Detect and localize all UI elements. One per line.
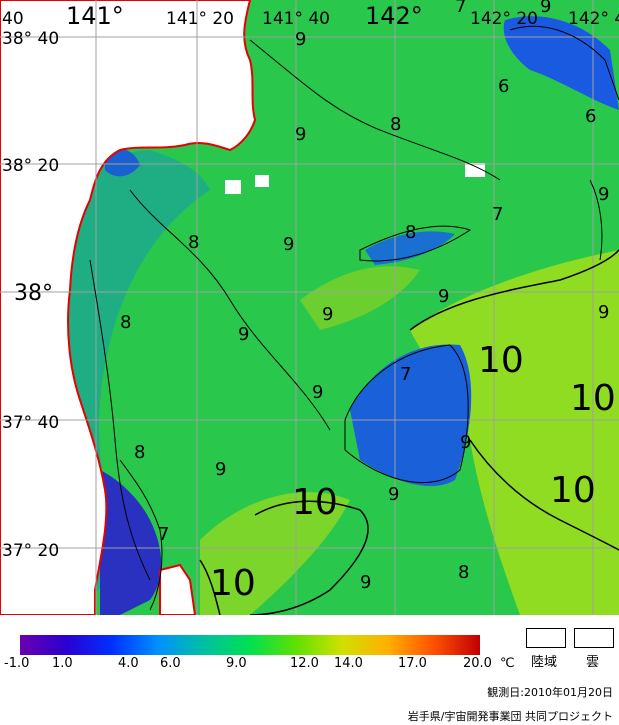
observation-date: 観測日:2010年01月20日 [487,686,613,699]
colorbar-tick-label: 17.0 [398,656,427,671]
warm-water-zone [200,492,350,615]
land-area [159,563,197,615]
contour-label: 9 [322,304,333,325]
cold-water-zone [100,470,162,615]
contour-label: 7 [400,364,411,385]
contour-label: 10 [570,378,616,419]
contour-label: 9 [238,324,249,345]
longitude-label: 142° 4 [568,9,619,29]
cloud-patch [225,180,241,194]
cloud-patch [255,175,269,187]
cloud-legend-label: 雲 [586,655,600,670]
cold-water-zone [503,16,619,110]
temperature-colorbar [20,635,480,655]
latitude-labels: 38° 40 38° 20 38° 37° 40 37° 20 [2,29,59,561]
contour-label: 7 [158,524,169,545]
colorbar-tick-label: 9.0 [226,656,247,671]
contour-label: 9 [283,234,294,255]
longitude-label: 40 [2,9,24,29]
colorbar-tick-label: 1.0 [52,656,73,671]
contour-label: 8 [458,562,469,583]
contour-label: 8 [405,222,416,243]
contour-label: 9 [540,0,551,17]
contour-label: 8 [390,114,401,135]
land-legend-label: 陸域 [531,655,558,670]
contour-label: 8 [134,442,145,463]
contour-label: 7 [455,0,466,17]
latitude-label: 38° [14,281,53,306]
cold-water-zone [350,344,472,487]
cloud-legend-swatch [574,628,614,648]
longitude-label: 141° [66,2,124,30]
contour-label: 10 [292,482,338,523]
contour-label: 9 [438,286,449,307]
contour-label: 7 [492,204,503,225]
contour-label: 9 [360,572,371,593]
land-area [0,0,257,615]
credit-text: 岩手県/宇宙開発事業団 共同プロジェクト [407,710,613,723]
latitude-label: 37° 40 [2,413,59,433]
contour-label: 10 [478,340,524,381]
latitude-label: 37° 20 [2,541,59,561]
longitude-label: 142° 20 [470,9,538,29]
longitude-labels: 40 141° 141° 20 141° 40 142° 142° 20 142° 4 [2,2,619,30]
contour-label: 9 [388,484,399,505]
contour-label: 6 [498,76,509,97]
contour-label: 6 [585,106,596,127]
warm-water-zone [300,266,420,330]
colorbar-tick-label: 6.0 [160,656,181,671]
temperature-unit: ℃ [500,656,515,671]
contour-label: 10 [210,563,256,604]
cloud-patch [465,163,485,177]
legend: -1.0 1.0 4.0 6.0 9.0 12.0 14.0 17.0 20.0 [0,615,619,725]
contour-label: 9 [295,29,306,50]
contour-label: 9 [215,459,226,480]
contour-label: 9 [598,184,609,205]
contour-label: 10 [550,470,596,511]
latitude-label: 38° 20 [2,156,59,176]
colorbar-tick-label: -1.0 [4,656,30,671]
isotherm-contours [89,25,619,615]
contour-label: 9 [295,124,306,145]
longitude-label: 141° 40 [262,9,330,29]
contour-label: 9 [312,382,323,403]
colorbar-tick-label: 14.0 [334,656,363,671]
longitude-label: 142° [365,2,423,30]
colorbar-tick-label: 4.0 [118,656,139,671]
cold-water-zone [365,231,455,265]
contour-labels: 9 7 9 6 9 8 6 9 8 7 9 8 9 9 8 9 7 10 9 10 9 8 9 10 10 9 9 10 7 9 8 [120,0,616,604]
contour-label: 9 [598,302,609,323]
cold-water-zone [105,148,140,177]
contour-label: 8 [188,232,199,253]
lat-lon-grid [0,0,619,615]
colorbar-tick-label: 20.0 [463,656,492,671]
contour-label: 8 [120,312,131,333]
contour-label: 9 [460,432,471,453]
latitude-label: 38° 40 [2,29,59,49]
colorbar-tick-label: 12.0 [290,656,319,671]
longitude-label: 141° 20 [166,9,234,29]
sea-surface-temperature-map: 9 7 9 6 9 8 6 9 8 7 9 8 9 9 8 9 7 10 9 10 9 8 9 10 10 9 9 10 7 9 8 40 1… [0,0,619,615]
land-legend-swatch [526,628,566,648]
